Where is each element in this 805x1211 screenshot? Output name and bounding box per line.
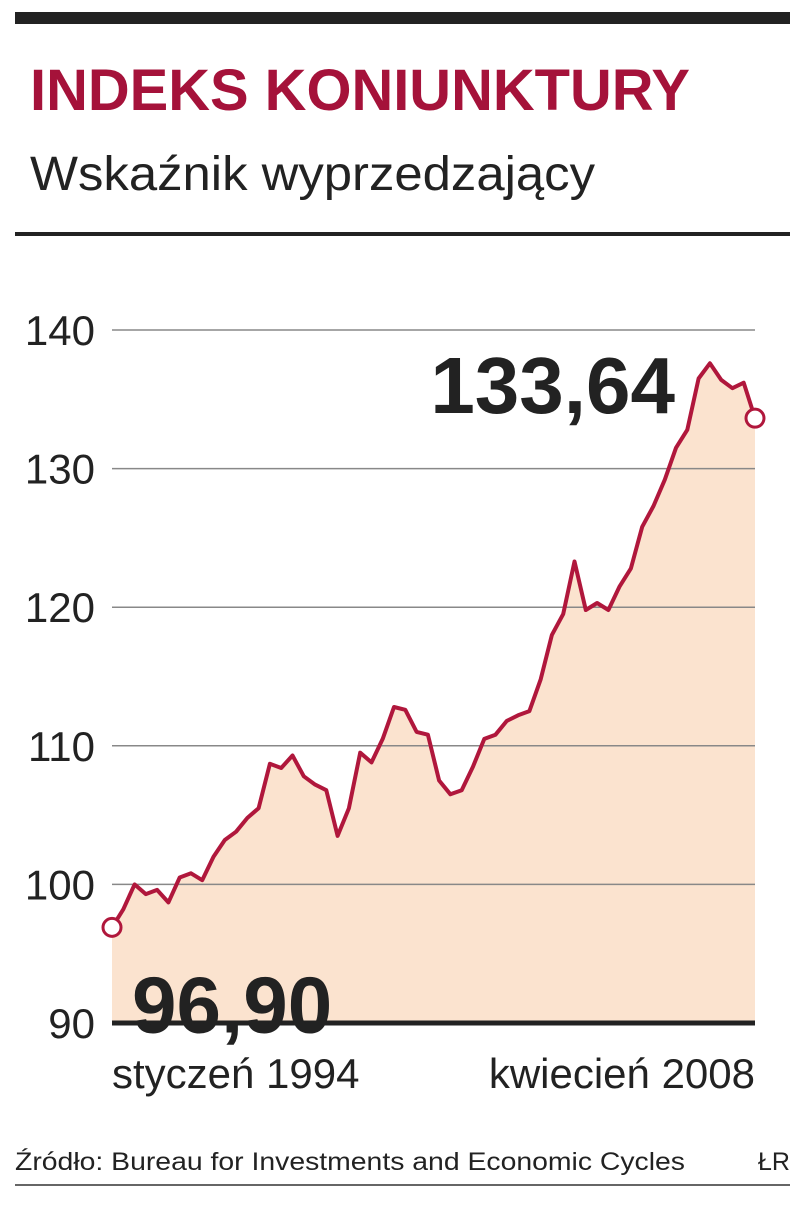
source: Źródło: Bureau for Investments and Econo… (15, 1147, 685, 1176)
chart-subtitle: Wskaźnik wyprzedzający (30, 148, 595, 201)
point-marker (744, 407, 766, 429)
footer-rule (15, 1184, 790, 1186)
value-label: 96,90 (132, 960, 332, 1049)
plot: 90 100 110 120 130 140 styczeń 1994 kwiecień 20… (25, 307, 766, 1097)
x-tick-label: kwiecień 2008 (489, 1050, 755, 1097)
top-rule (15, 12, 790, 24)
area (112, 363, 755, 1023)
header-rule (15, 232, 790, 236)
y-tick-label: 110 (28, 723, 95, 770)
y-tick-label: 140 (25, 307, 95, 354)
x-tick-label: styczeń 1994 (112, 1050, 360, 1097)
point-marker (101, 916, 123, 938)
chart-title: INDEKS KONIUNKTURY (30, 58, 690, 123)
value-label: 133,64 (430, 341, 675, 430)
credit: ŁR (758, 1148, 790, 1176)
line (110, 361, 757, 929)
y-tick-label: 100 (25, 861, 95, 908)
y-tick-label: 120 (25, 584, 95, 631)
y-tick-label: 130 (25, 446, 95, 493)
y-tick-label: 90 (48, 1000, 95, 1047)
